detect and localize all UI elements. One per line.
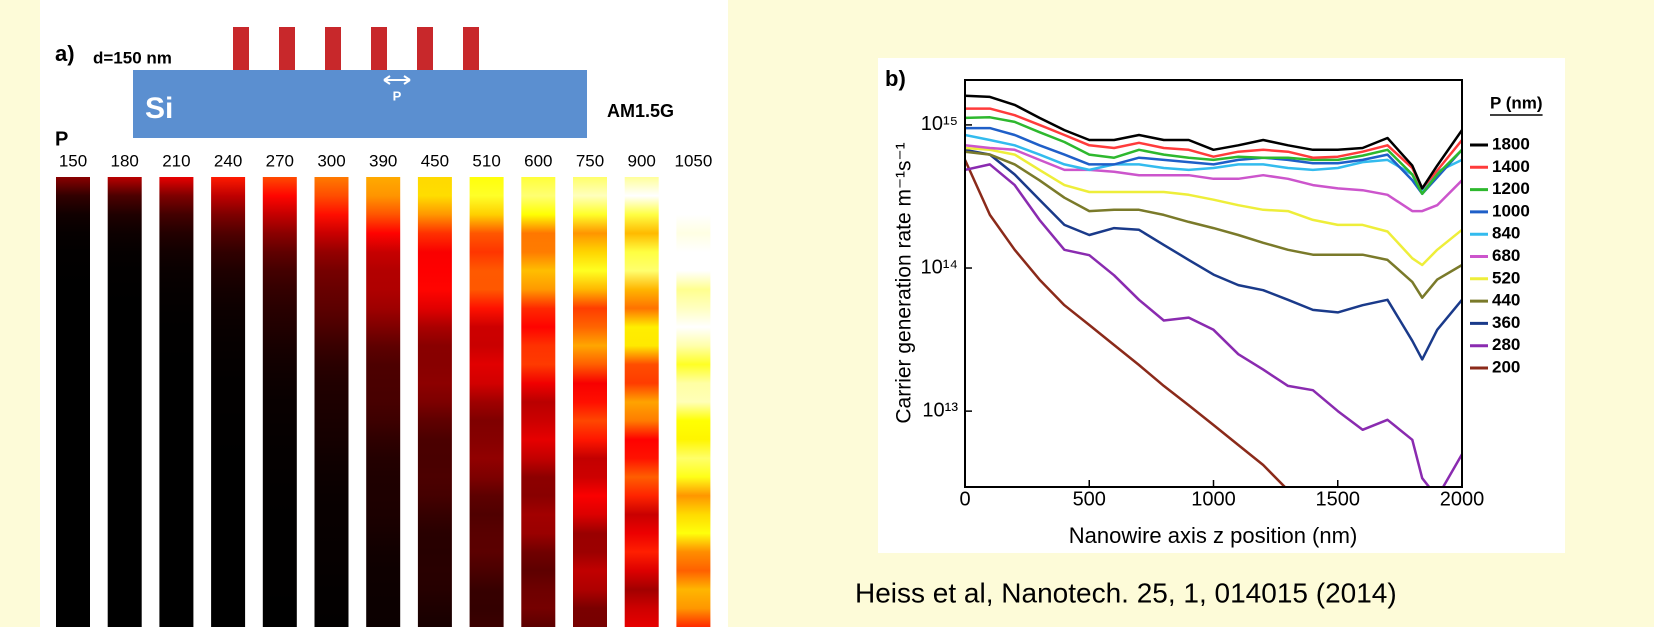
legend-label: 280: [1492, 335, 1520, 354]
y-axis-label: Carrier generation rate m⁻¹s⁻¹: [893, 142, 916, 423]
heat-strip: [314, 177, 349, 627]
heat-strip: [676, 177, 711, 627]
panel-label: b): [885, 66, 906, 91]
heat-strip: [521, 177, 556, 627]
caption: Heiss et al, Nanotech. 25, 1, 014015 (20…: [855, 577, 1397, 608]
line: [965, 148, 1462, 361]
period: 510: [472, 151, 500, 170]
y-tick-label: 10¹³: [922, 399, 958, 421]
legend-label: 1000: [1492, 201, 1530, 220]
legend-label: 680: [1492, 246, 1520, 265]
line: [965, 107, 1462, 190]
legend-label: 1800: [1492, 134, 1530, 153]
period: 300: [317, 151, 345, 170]
period: 150: [59, 151, 87, 170]
legend-label: 1200: [1492, 179, 1530, 198]
period-label: P: [55, 128, 68, 150]
period: 240: [214, 151, 242, 170]
legend-label: 520: [1492, 268, 1520, 287]
heat-strip: [624, 177, 659, 627]
line: [965, 146, 1462, 267]
line: [965, 126, 1462, 196]
panel-label: a): [55, 41, 75, 66]
spectrum: AM1.5G: [607, 101, 674, 121]
x-tick-label: 1500: [1316, 488, 1361, 510]
line: [965, 116, 1462, 196]
heat-strip: [107, 177, 142, 627]
substrate: [133, 70, 587, 138]
period: 1050: [674, 151, 712, 170]
period: 390: [369, 151, 397, 170]
heat-strip: [211, 177, 246, 627]
legend-label: 200: [1492, 357, 1520, 376]
heat-strip: [262, 177, 297, 627]
pillars: [233, 27, 479, 71]
x-tick-label: 0: [959, 488, 970, 510]
pitch-arrow: [383, 75, 411, 85]
period: 180: [111, 151, 139, 170]
legend-label: 840: [1492, 224, 1520, 243]
line: [965, 150, 1462, 299]
heat-strip: [573, 177, 607, 627]
period: 210: [162, 151, 190, 170]
plot: 0 500 1000 1500 2000 10¹³ 10¹⁴ 10¹⁵ P (nm) 1800 14…: [921, 79, 1543, 510]
heat-strip: [159, 177, 194, 627]
line: [965, 94, 1462, 190]
diameter: d=150 nm: [93, 48, 172, 67]
legend-title: P (nm): [1490, 93, 1543, 112]
period: 450: [421, 151, 449, 170]
legend-label: 440: [1492, 291, 1520, 310]
period: 600: [524, 151, 552, 170]
legend-label: 360: [1492, 313, 1520, 332]
heat-strip: [366, 177, 401, 627]
strips: 150 180 210 240 270 300 390 450 510 600 750 900 1050: [56, 151, 712, 627]
period: 270: [266, 151, 294, 170]
legend-label: 1400: [1492, 157, 1530, 176]
lines: [965, 94, 1462, 487]
line: [965, 163, 1462, 487]
period: 750: [576, 151, 604, 170]
substrate-label: Si: [145, 92, 173, 125]
pitch-label: P: [393, 88, 402, 103]
x-tick-label: 1000: [1191, 488, 1236, 510]
x-tick-label: 2000: [1440, 488, 1485, 510]
heat-strip: [56, 177, 90, 627]
period: 900: [628, 151, 656, 170]
plot-frame: [964, 79, 1463, 488]
x-tick-label: 500: [1073, 488, 1106, 510]
line: [965, 144, 1462, 213]
heat-strip: [417, 177, 452, 627]
line: [965, 159, 1287, 487]
y-tick-label: 10¹⁴: [921, 256, 959, 278]
y-tick-label: 10¹⁵: [921, 113, 958, 135]
heat-strip: [469, 177, 504, 627]
x-axis-label: Nanowire axis z position (nm): [1069, 523, 1358, 548]
